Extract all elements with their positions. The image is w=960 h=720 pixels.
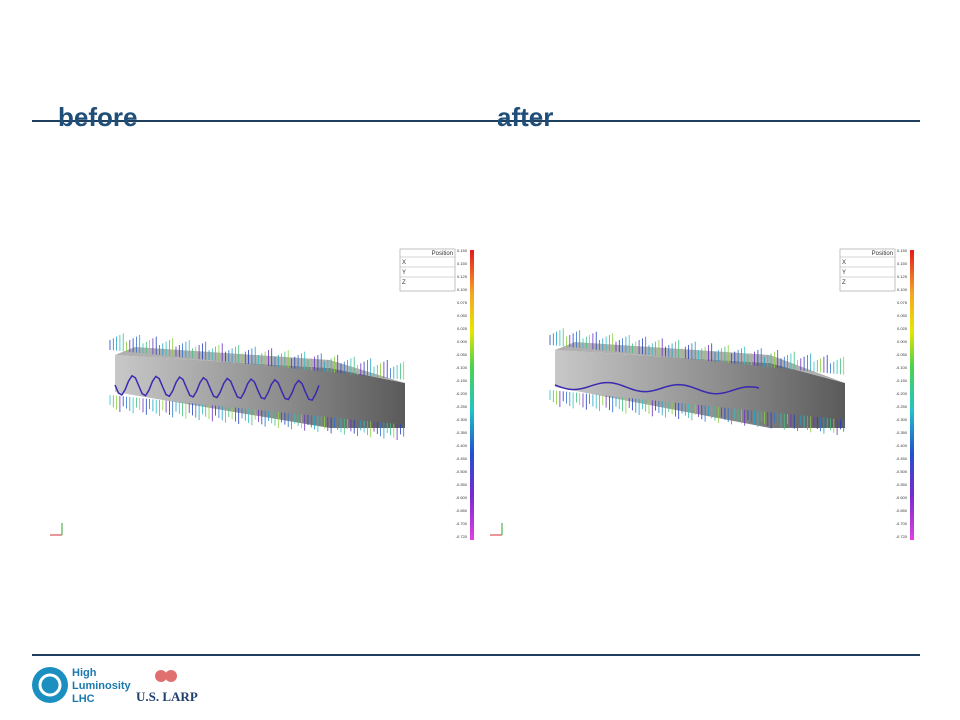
colorbar-label: 0.125 <box>457 274 468 279</box>
after-title: after <box>497 102 553 132</box>
colorbar-label: 0.075 <box>897 300 908 305</box>
colorbar-label: 0.050 <box>897 313 908 318</box>
colorbar-label: -0.500 <box>456 469 468 474</box>
table-row-label: Z <box>842 280 846 286</box>
colorbar-label: -0.300 <box>896 417 908 422</box>
table-row-label: Y <box>402 270 406 276</box>
colorbar-label: -0.100 <box>456 365 468 370</box>
hl-lhc-logo: High Luminosity LHC <box>32 667 132 705</box>
beam <box>555 350 845 428</box>
simulation-panel: Position XYZ 0.150 0.150 0.125 0.100 0.075 0.05… <box>50 248 474 540</box>
table-row-label: X <box>842 260 846 266</box>
colorbar-label: 0.075 <box>457 300 468 305</box>
colorbar-label: 0.100 <box>457 287 468 292</box>
colorbar-label: 0.000 <box>457 339 468 344</box>
table-header: Position <box>432 251 453 257</box>
larp-text: U.S. LARP <box>136 689 198 704</box>
colorbar-label: -0.200 <box>896 391 908 396</box>
colorbar-label: 0.150 <box>897 261 908 266</box>
colorbar-label: -0.450 <box>456 456 468 461</box>
colorbar-label: -0.050 <box>896 352 908 357</box>
before-title: before <box>58 102 137 132</box>
colorbar-label: -0.400 <box>456 443 468 448</box>
colorbar-label: -0.650 <box>896 508 908 513</box>
table-row-label: Z <box>402 280 406 286</box>
colorbar-label: -0.300 <box>456 417 468 422</box>
colorbar-label: -0.350 <box>896 430 908 435</box>
logo-line: Luminosity <box>72 680 132 692</box>
colorbar-label: -0.500 <box>896 469 908 474</box>
colorbar-label: -0.720 <box>896 534 908 539</box>
colorbar-label: -0.150 <box>896 378 908 383</box>
colorbar-label: 0.050 <box>457 313 468 318</box>
table-header: Position <box>872 251 893 257</box>
beam-top <box>115 347 405 383</box>
colorbar-label: -0.200 <box>456 391 468 396</box>
position-table <box>399 248 456 292</box>
colorbar-label: -0.050 <box>456 352 468 357</box>
colorbar-label: 0.150 <box>457 261 468 266</box>
colorbar-label: -0.720 <box>456 534 468 539</box>
logo-line: LHC <box>72 693 95 705</box>
colorbar <box>910 250 914 540</box>
colorbar-label: -0.700 <box>456 521 468 526</box>
colorbar-label: -0.250 <box>896 404 908 409</box>
colorbar-label: 0.025 <box>897 326 908 331</box>
colorbar-label: -0.150 <box>456 378 468 383</box>
colorbar-label: 0.150 <box>457 248 468 253</box>
beam-top <box>555 342 845 383</box>
position-table <box>839 248 896 292</box>
colorbar-label: -0.250 <box>456 404 468 409</box>
colorbar-label: -0.450 <box>896 456 908 461</box>
larp-logo: U.S. LARP <box>136 670 198 704</box>
table-row-label: X <box>402 260 406 266</box>
colorbar-label: 0.125 <box>897 274 908 279</box>
beam <box>115 355 405 428</box>
colorbar-label: -0.650 <box>456 508 468 513</box>
colorbar-label: -0.100 <box>896 365 908 370</box>
colorbar-label: -0.700 <box>896 521 908 526</box>
logo-line: High <box>72 667 97 679</box>
table-row-label: Y <box>842 270 846 276</box>
colorbar-label: 0.150 <box>897 248 908 253</box>
flow-line <box>114 374 320 402</box>
colorbar-label: 0.025 <box>457 326 468 331</box>
colorbar-label: 0.000 <box>897 339 908 344</box>
colorbar-label: -0.600 <box>896 495 908 500</box>
colorbar-label: -0.400 <box>896 443 908 448</box>
colorbar-label: -0.350 <box>456 430 468 435</box>
colorbar-label: -0.550 <box>896 482 908 487</box>
simulation-panel: Position XYZ 0.150 0.150 0.125 0.100 0.075 0.05… <box>490 248 914 540</box>
colorbar <box>470 250 474 540</box>
colorbar-label: -0.600 <box>456 495 468 500</box>
colorbar-label: -0.550 <box>456 482 468 487</box>
colorbar-label: 0.100 <box>897 287 908 292</box>
flow-line <box>554 381 760 395</box>
